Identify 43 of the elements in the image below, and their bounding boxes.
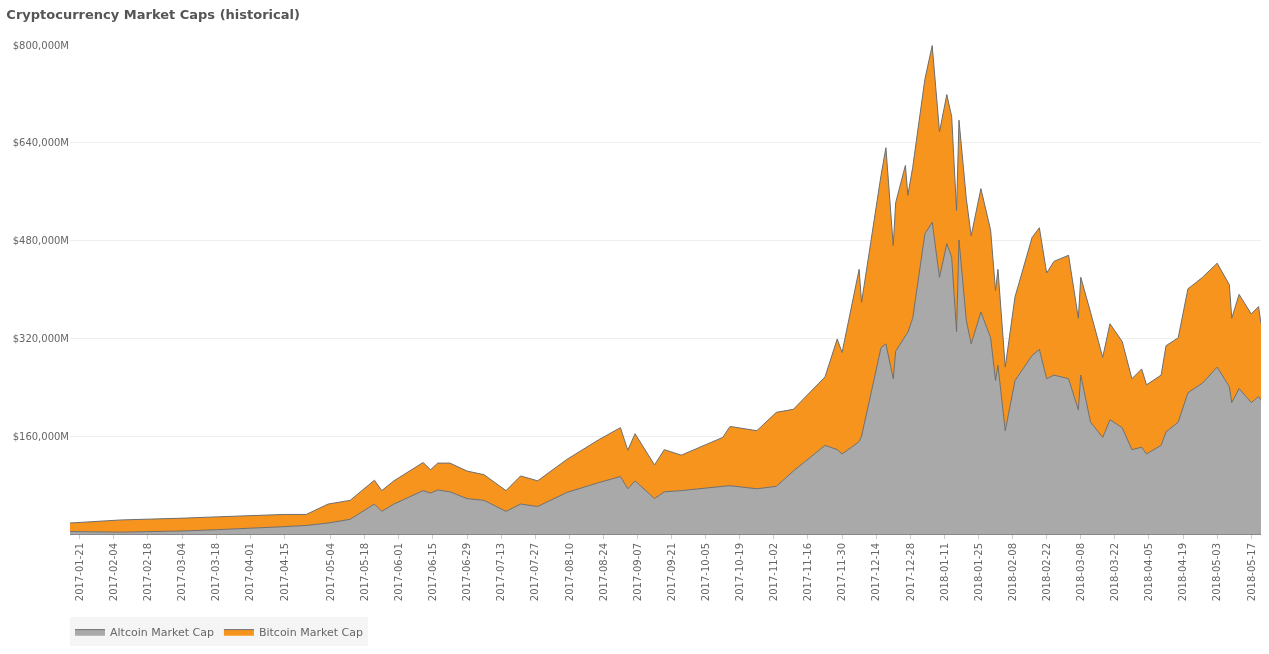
y-tick-label: $160,000M (12, 430, 69, 442)
x-tick-label: 2017-01-21 (73, 543, 85, 602)
x-tick-label: 2017-10-05 (699, 543, 711, 602)
x-tick-label: 2017-09-07 (631, 543, 643, 602)
x-tick-label: 2017-11-02 (768, 543, 780, 602)
x-tick-label: 2017-02-18 (142, 543, 154, 602)
x-tick-label: 2017-04-01 (244, 543, 256, 602)
x-tick-label: 2018-02-08 (1006, 543, 1018, 602)
x-tick-label: 2018-05-17 (1245, 543, 1257, 602)
x-tick-label: 2017-06-15 (427, 543, 439, 602)
x-tick-label: 2018-03-08 (1075, 543, 1087, 602)
x-tick-label: 2017-10-19 (734, 543, 746, 602)
y-tick-label: $640,000M (12, 137, 69, 149)
x-tick-label: 2017-06-29 (461, 543, 473, 602)
x-tick-label: 2017-02-04 (108, 543, 120, 602)
x-tick-label: 2018-01-11 (938, 543, 950, 602)
legend-label: Bitcoin Market Cap (258, 625, 363, 639)
x-tick-label: 2018-04-19 (1177, 543, 1189, 602)
x-tick-label: 2017-06-01 (393, 543, 405, 602)
x-tick-label: 2017-08-10 (563, 543, 575, 602)
x-tick-label: 2017-12-28 (904, 543, 916, 602)
x-tick-label: 2018-02-22 (1040, 543, 1052, 602)
chart-title: Cryptocurrency Market Caps (historical) (6, 6, 300, 22)
x-tick-label: 2018-01-25 (972, 543, 984, 602)
x-tick-label: 2018-05-03 (1211, 543, 1223, 602)
y-tick-label: $480,000M (12, 235, 69, 247)
legend-label: Altcoin Market Cap (110, 625, 214, 639)
x-tick-label: 2017-03-04 (176, 543, 188, 602)
x-tick-label: 2017-03-18 (210, 543, 222, 602)
x-tick-label: 2017-08-24 (597, 543, 609, 602)
x-tick-label: 2017-09-21 (665, 543, 677, 602)
x-tick-label: 2017-07-27 (529, 543, 541, 602)
x-tick-label: 2018-03-22 (1109, 543, 1121, 602)
x-tick-label: 2017-07-13 (495, 543, 507, 602)
y-tick-label: $800,000M (12, 39, 69, 51)
y-tick-label: $320,000M (12, 332, 69, 344)
x-tick-label: 2017-11-16 (802, 543, 814, 602)
x-tick-label: 2017-12-14 (870, 543, 882, 602)
x-tick-label: 2017-05-18 (358, 543, 370, 602)
x-tick-label: 2017-11-30 (836, 543, 848, 602)
x-tick-label: 2017-05-04 (324, 543, 336, 602)
x-tick-label: 2018-04-05 (1143, 543, 1155, 602)
x-tick-label: 2017-04-15 (278, 543, 290, 602)
